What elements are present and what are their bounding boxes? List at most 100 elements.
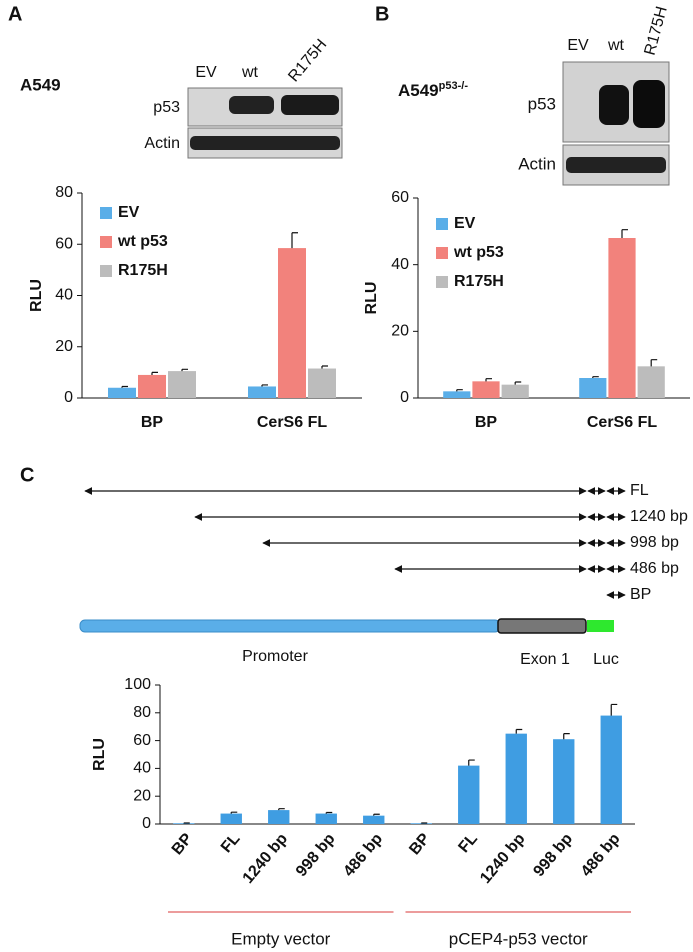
bar (579, 378, 607, 398)
group-label: pCEP4-p53 vector (449, 929, 588, 948)
bar (505, 733, 527, 824)
error-bar (261, 384, 268, 387)
promoter-bar (79, 619, 501, 633)
row-label: p53 (528, 94, 556, 113)
luc-bar (587, 620, 614, 632)
y-tick-label: 0 (400, 389, 409, 406)
lane-label: wt (607, 37, 625, 54)
bar (248, 386, 276, 398)
construct-label: 1240 bp (630, 508, 688, 525)
y-tick-label: 60 (133, 732, 151, 749)
error-bar (181, 368, 188, 372)
y-axis-label: RLU (363, 282, 380, 315)
x-tick-label: FL (218, 830, 244, 856)
construct-label: 486 bp (630, 560, 679, 577)
error-bar (621, 229, 628, 238)
error-bar (121, 385, 128, 388)
legend-swatch (436, 276, 448, 288)
y-tick-label: 20 (55, 338, 73, 355)
legend-swatch (436, 247, 448, 259)
bar (501, 384, 529, 398)
error-bar (563, 733, 570, 740)
band (566, 157, 666, 173)
lane-label: wt (241, 64, 259, 81)
band (599, 85, 629, 125)
y-tick-label: 100 (124, 676, 151, 693)
construct-label: FL (630, 482, 649, 499)
bar (315, 813, 337, 824)
error-bar (291, 232, 298, 249)
bar (458, 765, 480, 824)
error-bar (325, 811, 333, 814)
x-tick-label: CerS6 FL (257, 414, 327, 431)
lane-label: R175H (285, 36, 330, 85)
legend-swatch (100, 207, 112, 219)
region-label: Promoter (242, 648, 308, 665)
bar (363, 815, 385, 824)
error-bar (321, 365, 328, 369)
error-bar (515, 728, 523, 734)
y-tick-label: 20 (133, 787, 151, 804)
legend-swatch (436, 218, 448, 230)
legend-label: R175H (118, 262, 168, 279)
lane-label: EV (567, 37, 589, 54)
x-tick-label: 1240 bp (240, 830, 291, 887)
x-tick-label: CerS6 FL (587, 414, 657, 431)
cell-line: A549p53-/- (398, 80, 468, 101)
construct-arrows (84, 487, 626, 599)
construct-label: BP (630, 586, 651, 603)
bar (553, 739, 575, 824)
lane-label: R175H (642, 5, 671, 58)
band (633, 80, 665, 128)
error-bar (592, 376, 599, 378)
panel-label: A (8, 3, 22, 25)
bar (278, 248, 306, 398)
cell-line: A549 (20, 75, 61, 94)
error-bar (468, 759, 475, 766)
group-label: Empty vector (231, 929, 331, 948)
y-axis-label: RLU (28, 279, 45, 312)
y-axis-label: RLU (91, 738, 108, 771)
legend-label: EV (118, 204, 140, 221)
exon-box (497, 618, 587, 634)
legend-label: EV (454, 215, 476, 232)
legend-swatch (100, 236, 112, 248)
x-tick-label: FL (455, 830, 481, 856)
error-bar (610, 703, 618, 716)
y-tick-label: 80 (133, 704, 151, 721)
error-bar (514, 381, 522, 385)
cell-line-name: A549 (398, 81, 439, 100)
panel-label: B (375, 3, 389, 25)
x-tick-label: BP (406, 830, 434, 858)
panel-label: C (20, 464, 34, 486)
x-tick-label: 998 bp (293, 830, 339, 880)
x-tick-label: 998 bp (530, 830, 576, 880)
band (281, 95, 339, 115)
error-bar (230, 811, 238, 814)
legend-swatch (100, 265, 112, 277)
bar (410, 823, 432, 824)
region-label: Luc (593, 651, 619, 668)
bar (268, 810, 290, 824)
error-bar (485, 378, 492, 382)
x-tick-label: BP (141, 414, 164, 431)
y-tick-label: 40 (55, 287, 73, 304)
y-tick-label: 20 (391, 323, 409, 340)
legend-label: wt p53 (117, 233, 168, 250)
x-tick-label: 486 bp (578, 830, 624, 880)
bar (138, 374, 166, 398)
bar (108, 387, 136, 398)
legend-label: wt p53 (453, 244, 504, 261)
row-label: Actin (518, 154, 556, 173)
error-bar (373, 813, 380, 816)
lane-label: EV (195, 64, 217, 81)
y-tick-label: 0 (64, 389, 73, 406)
error-bar (278, 808, 285, 811)
bar (168, 371, 196, 398)
band (229, 96, 274, 114)
x-tick-label: BP (475, 414, 498, 431)
x-tick-label: 1240 bp (477, 830, 528, 887)
bar (308, 368, 336, 398)
band (190, 136, 340, 150)
